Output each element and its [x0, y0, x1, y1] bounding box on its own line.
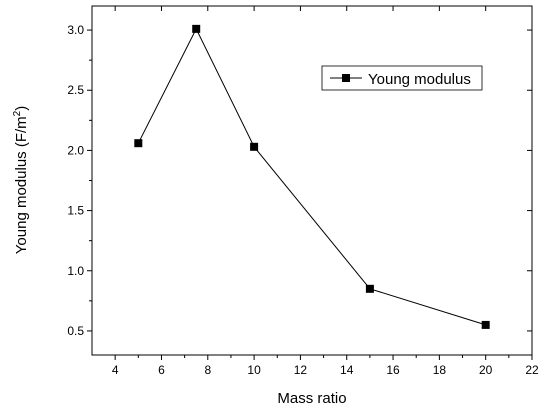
y-axis-title-main: Young modulus (F/m — [13, 116, 30, 254]
x-tick-label: 16 — [386, 363, 400, 377]
legend: Young modulus — [321, 65, 483, 91]
y-axis-title-superscript: 2 — [12, 110, 23, 116]
x-tick-label: 10 — [247, 363, 261, 377]
x-tick-label: 20 — [479, 363, 493, 377]
y-tick-label: 2.5 — [67, 83, 84, 97]
x-tick-label: 22 — [525, 363, 539, 377]
y-tick-label: 2.0 — [67, 143, 84, 157]
plot-frame — [91, 5, 533, 356]
legend-label: Young modulus — [368, 71, 471, 88]
y-tick-label: 1.5 — [67, 204, 84, 218]
data-point — [481, 320, 490, 329]
x-tick-label: 14 — [340, 363, 354, 377]
x-tick-label: 18 — [433, 363, 447, 377]
y-tick-label: 0.5 — [67, 324, 84, 338]
legend-marker — [342, 74, 350, 82]
series-layer — [134, 24, 490, 329]
x-tick-label: 12 — [294, 363, 308, 377]
y-axis-title-end: ) — [13, 106, 30, 111]
data-point — [250, 142, 259, 151]
x-tick-label: 8 — [204, 363, 211, 377]
data-point — [134, 139, 143, 148]
x-axis-title: Mass ratio — [277, 390, 346, 407]
y-axis-title: Young modulus (F/m2) — [12, 106, 30, 254]
data-point — [365, 284, 374, 293]
x-tick-label: 4 — [112, 363, 119, 377]
y-tick-label: 1.0 — [67, 264, 84, 278]
x-tick-label: 6 — [158, 363, 165, 377]
y-tick-label: 3.0 — [67, 23, 84, 37]
data-point — [192, 24, 201, 33]
axis-ticks: 4 6 8 10 12 14 16 18 20 22 0.5 1.0 1.5 2.0 2.5 3.0 — [67, 6, 539, 377]
